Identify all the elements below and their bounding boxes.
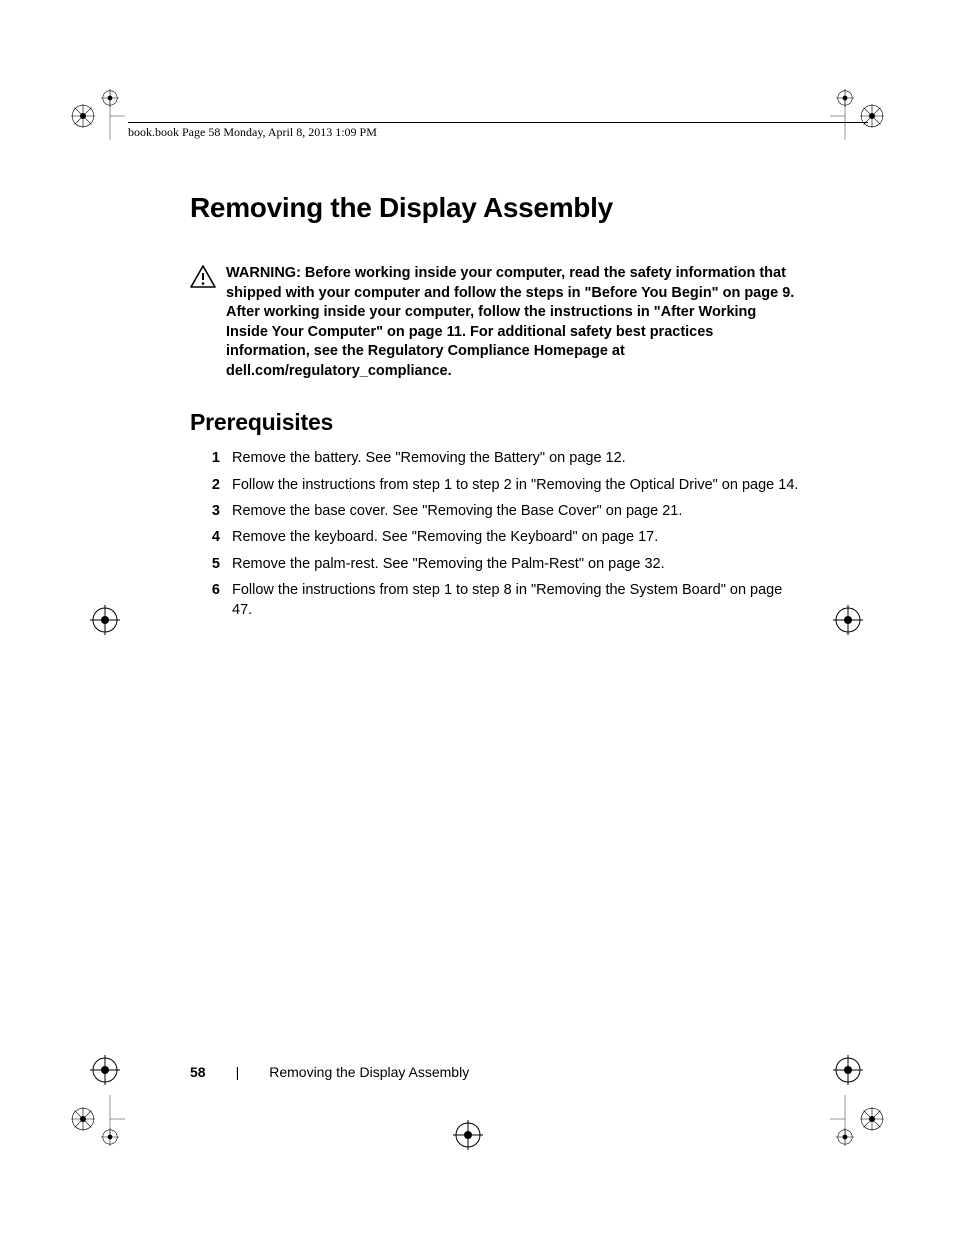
footer-page-number: 58 [190, 1064, 206, 1080]
step-number: 3 [190, 501, 232, 521]
crop-mark-icon [830, 1095, 890, 1155]
crop-mark-icon [448, 1115, 488, 1155]
step-number: 4 [190, 527, 232, 547]
warning-block: WARNING: Before working inside your comp… [190, 264, 800, 381]
page-footer: 58 | Removing the Display Assembly [190, 1064, 469, 1080]
section-heading: Prerequisites [190, 409, 800, 436]
step-text: Follow the instructions from step 1 to s… [232, 475, 800, 495]
page-content: Removing the Display Assembly WARNING: B… [190, 192, 800, 626]
footer-separator: | [236, 1064, 240, 1080]
warning-text: WARNING: Before working inside your comp… [226, 264, 800, 381]
step-text: Follow the instructions from step 1 to s… [232, 580, 800, 621]
step-item: 4Remove the keyboard. See "Removing the … [190, 527, 800, 547]
crop-mark-icon [828, 600, 868, 640]
step-item: 3Remove the base cover. See "Removing th… [190, 501, 800, 521]
crop-mark-icon [828, 1050, 868, 1090]
crop-mark-icon [85, 1050, 125, 1090]
step-number: 1 [190, 448, 232, 468]
footer-title: Removing the Display Assembly [269, 1064, 469, 1080]
page-title: Removing the Display Assembly [190, 192, 800, 224]
crop-mark-icon [830, 80, 890, 140]
header-rule [128, 122, 868, 123]
crop-mark-icon [65, 1095, 125, 1155]
step-item: 6Follow the instructions from step 1 to … [190, 580, 800, 621]
crop-mark-icon [65, 80, 125, 140]
step-number: 6 [190, 580, 232, 621]
step-number: 2 [190, 475, 232, 495]
steps-list: 1Remove the battery. See "Removing the B… [190, 448, 800, 620]
step-number: 5 [190, 554, 232, 574]
header-meta: book.book Page 58 Monday, April 8, 2013 … [128, 125, 377, 140]
warning-icon [190, 265, 216, 289]
step-text: Remove the palm-rest. See "Removing the … [232, 554, 800, 574]
step-text: Remove the base cover. See "Removing the… [232, 501, 800, 521]
step-text: Remove the keyboard. See "Removing the K… [232, 527, 800, 547]
step-item: 1Remove the battery. See "Removing the B… [190, 448, 800, 468]
step-item: 2Follow the instructions from step 1 to … [190, 475, 800, 495]
step-text: Remove the battery. See "Removing the Ba… [232, 448, 800, 468]
step-item: 5Remove the palm-rest. See "Removing the… [190, 554, 800, 574]
crop-mark-icon [85, 600, 125, 640]
